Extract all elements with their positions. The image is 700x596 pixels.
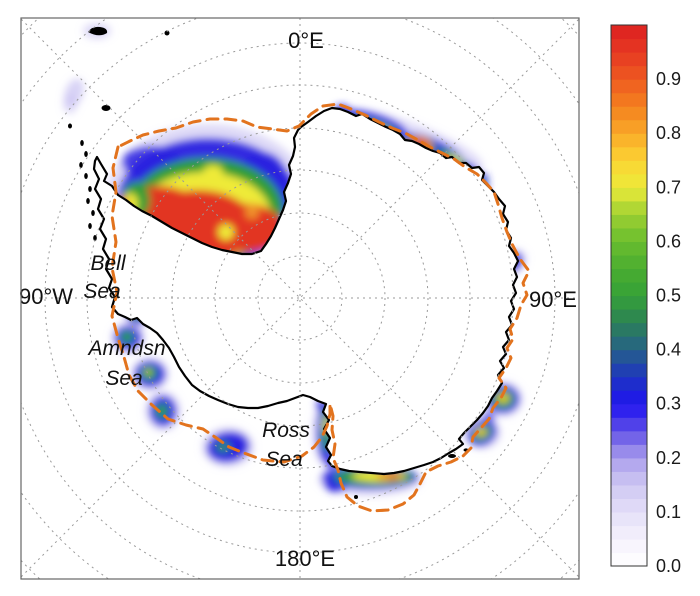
colorbar-segment [611, 268, 647, 283]
meridian-label-90E: 90°E [529, 287, 577, 312]
antarctica-coastline [92, 106, 520, 476]
sea-label-ross-1: Ross [262, 419, 310, 442]
colorbar-tick-label: 0.4 [656, 340, 681, 360]
colorbar-border [610, 24, 648, 567]
colorbar-tick-label: 0.1 [656, 502, 681, 522]
colorbar-segment [611, 241, 647, 256]
ice-edge-contour [110, 102, 531, 513]
colorbar-segment [611, 309, 647, 324]
colorbar-segment [611, 52, 647, 67]
colorbar-segment [611, 322, 647, 337]
colorbar-tick-label: 0.8 [656, 123, 681, 143]
colorbar-segment [611, 25, 647, 40]
sea-label-bellingshausen-1: Bell [90, 252, 126, 275]
colorbar-segment [611, 106, 647, 121]
colorbar-segment [611, 552, 647, 567]
colorbar-segment [611, 254, 647, 270]
colorbar-segment [611, 200, 647, 215]
colorbar-segment [611, 281, 647, 297]
colorbar-segment [611, 173, 647, 188]
colorbar-segment [611, 417, 647, 432]
meridian-label-0E: 0°E [288, 28, 324, 53]
colorbar-tick-label: 0.9 [656, 69, 681, 89]
colorbar-segment [611, 227, 647, 242]
colorbar-segment [611, 65, 647, 80]
colorbar-segment [611, 363, 647, 378]
colorbar-segment [611, 538, 647, 554]
colorbar-tick-label: 0.0 [656, 556, 681, 576]
colorbar-segment [611, 133, 647, 148]
colorbar-segment [611, 92, 647, 107]
meridian-lines [21, 18, 579, 579]
colorbar-tick-label: 0.7 [656, 177, 681, 197]
colorbar-segment [611, 430, 647, 445]
latitude-circle [257, 255, 343, 341]
meridian-label-90W: 90°W [19, 284, 73, 309]
colorbar-segment [611, 471, 647, 486]
colorbar-segment [611, 484, 647, 499]
map-frame [20, 17, 580, 580]
sea-label-ross-2: Sea [265, 448, 302, 471]
colorbar-segment [611, 444, 647, 459]
sea-label-amundsen-1: Amndsn [86, 337, 165, 360]
islands [68, 26, 469, 499]
colorbar: 0.0 0.1 0.2 0.3 0.4 0.5 0.6 0.7 0.8 0.9 [610, 24, 681, 576]
colorbar-tick-label: 0.5 [656, 286, 681, 306]
colorbar-segment [611, 403, 647, 418]
latitude-circle [214, 212, 386, 384]
colorbar-segment [611, 38, 647, 53]
colorbar-segment [611, 511, 647, 527]
colorbar-segment [611, 376, 647, 391]
colorbar-segment [611, 336, 647, 351]
sea-label-amundsen-2: Sea [105, 367, 142, 390]
sea-label-bellingshausen-2: Sea [83, 280, 120, 303]
colorbar-tick-label: 0.3 [656, 394, 681, 414]
colorbar-segment [611, 214, 647, 229]
colorbar-segment [611, 146, 647, 161]
colorbar-segment [611, 160, 647, 175]
colorbar-tick-label: 0.6 [656, 231, 681, 251]
colorbar-segment [611, 79, 647, 94]
colorbar-tick-label: 0.2 [656, 448, 681, 468]
colorbar-segment [611, 457, 647, 472]
colorbar-segment [611, 187, 647, 202]
latitude-circle [129, 127, 471, 469]
colorbar-segment [611, 498, 647, 513]
colorbar-segment [611, 349, 647, 364]
colorbar-segment [611, 295, 647, 310]
colorbar-segment [611, 119, 647, 134]
latitude-circle [171, 169, 429, 427]
meridian-label-180E: 180°E [275, 546, 335, 571]
colorbar-segment [611, 525, 647, 540]
colorbar-segment [611, 390, 647, 405]
